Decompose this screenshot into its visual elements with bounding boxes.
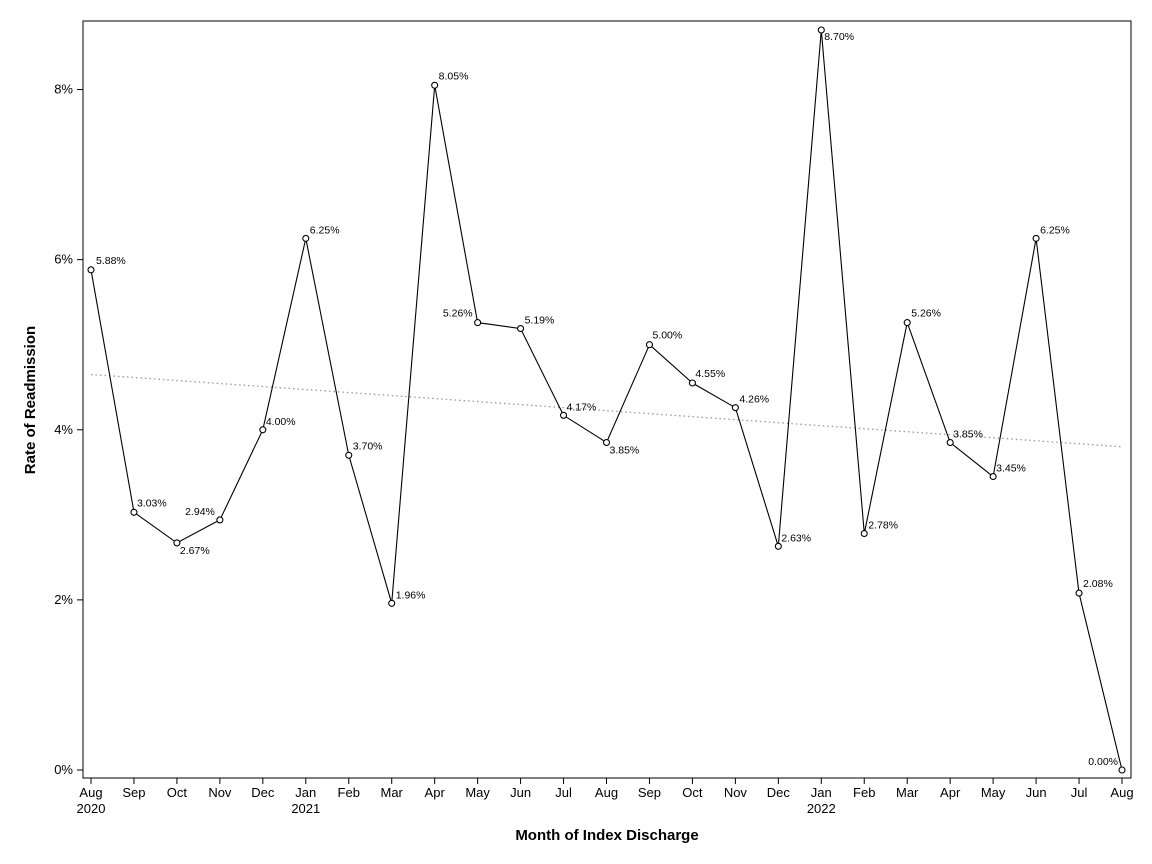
y-axis-title: Rate of Readmission [22,326,39,474]
data-point [559,411,568,419]
data-point [130,508,138,516]
data-point [989,473,997,481]
data-label: 8.70% [824,31,854,43]
data-point [688,379,696,387]
x-tick-label: Aug [79,785,102,800]
x-year-label: 2022 [807,801,836,816]
x-tick-label: Sep [122,785,145,800]
series-line [90,29,1123,771]
data-point [517,325,525,333]
data-point [173,539,181,547]
data-point [645,341,654,349]
x-tick-label: Nov [724,785,748,800]
data-point [946,438,954,447]
data-label: 5.26% [911,308,941,320]
y-tick-label: 2% [54,592,73,607]
data-point [817,26,825,34]
data-point [860,529,868,538]
x-tick-label: Jan [295,785,316,800]
data-point [216,516,224,524]
data-point [345,451,353,459]
y-tick-label: 8% [54,82,73,97]
data-label: 8.05% [439,70,469,82]
data-label: 5.00% [652,330,682,342]
data-point [431,81,439,89]
y-axis: 0% 2% 4% 6% 8% [54,82,83,777]
x-tick-label: Sep [638,785,661,800]
data-label: 4.00% [266,416,296,428]
x-tick-label: Jul [555,785,572,800]
data-point [903,319,911,327]
trend-layer [90,373,1123,448]
data-label: 3.45% [996,463,1026,475]
x-year-label: 2020 [77,801,106,816]
data-point [388,599,396,607]
series-layer [87,26,1126,774]
x-tick-label: Oct [682,785,703,800]
x-tick-label: Apr [425,785,446,800]
x-tick-label: Dec [251,785,275,800]
data-label: 2.08% [1083,578,1113,590]
data-point [259,426,267,434]
data-point [302,234,310,242]
x-axis-title: Month of Index Discharge [515,827,698,844]
data-label: 4.55% [695,368,725,380]
data-point [87,266,95,274]
data-point [774,542,782,550]
y-tick-label: 0% [54,762,73,777]
data-point [1075,589,1083,597]
data-label: 1.96% [396,589,426,601]
x-tick-label: Jun [510,785,531,800]
data-label: 4.17% [567,401,597,413]
data-label: 5.19% [525,315,555,327]
data-point [602,438,611,447]
x-tick-label: May [981,785,1006,800]
x-tick-label: Mar [381,785,404,800]
x-tick-label: Apr [940,785,961,800]
data-label: 3.85% [610,445,640,457]
data-label: 3.85% [953,429,983,441]
x-tick-label: Jan [811,785,832,800]
data-label: 2.78% [868,520,898,532]
trend-line [90,373,1123,448]
data-point [1118,766,1126,774]
y-tick-label: 4% [54,422,73,437]
data-labels: 5.88% 3.03% 2.67% 2.94% 4.00% 6.25% 3.70% 1.96%… [96,31,1118,768]
data-label: 4.26% [739,394,769,406]
x-tick-label: Jul [1071,785,1088,800]
data-point [474,319,482,327]
x-tick-label: Aug [595,785,618,800]
x-tick-label: Oct [167,785,188,800]
data-label: 5.88% [96,255,126,267]
plot-frame [82,20,1132,779]
x-tick-label: Feb [338,785,360,800]
data-label: 6.25% [310,224,340,236]
x-tick-label: Aug [1110,785,1133,800]
data-point [1032,234,1040,242]
data-label: 3.03% [137,497,167,509]
data-label: 6.25% [1040,224,1070,236]
x-tick-label: Jun [1026,785,1047,800]
x-axis: Aug Sep Oct Nov Dec Jan Feb Mar Apr May Jun Jul Aug S… [77,778,1134,816]
data-label: 2.67% [180,545,210,557]
x-year-label: 2021 [291,801,320,816]
data-label: 2.94% [185,506,215,518]
x-tick-label: Mar [896,785,919,800]
y-tick-label: 6% [54,252,73,267]
x-tick-label: Dec [767,785,791,800]
data-label: 5.26% [443,308,473,320]
x-tick-label: Nov [208,785,232,800]
data-point [731,404,739,412]
x-tick-label: Feb [853,785,875,800]
data-label: 2.63% [781,532,811,544]
x-tick-label: May [465,785,490,800]
data-label: 0.00% [1088,756,1118,768]
data-label: 3.70% [353,440,383,452]
